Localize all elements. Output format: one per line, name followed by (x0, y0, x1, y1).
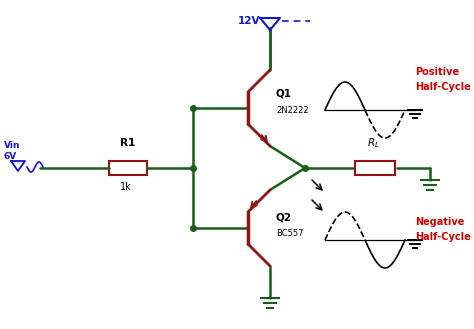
Text: 2N2222: 2N2222 (276, 106, 309, 115)
FancyBboxPatch shape (355, 161, 395, 175)
Text: 12V: 12V (238, 16, 261, 26)
Text: Half-Cycle: Half-Cycle (415, 82, 471, 92)
Text: Positive: Positive (415, 67, 459, 77)
Text: Vin: Vin (4, 141, 20, 150)
Text: 6V: 6V (4, 152, 17, 161)
Text: Half-Cycle: Half-Cycle (415, 232, 471, 242)
FancyBboxPatch shape (109, 161, 147, 175)
Text: 1k: 1k (120, 182, 132, 192)
Text: R1: R1 (120, 138, 135, 148)
Text: $R_L$: $R_L$ (367, 136, 380, 150)
Text: Q2: Q2 (276, 212, 292, 222)
Text: Q1: Q1 (276, 88, 292, 98)
Text: BC557: BC557 (276, 229, 303, 238)
Text: Negative: Negative (415, 217, 465, 227)
